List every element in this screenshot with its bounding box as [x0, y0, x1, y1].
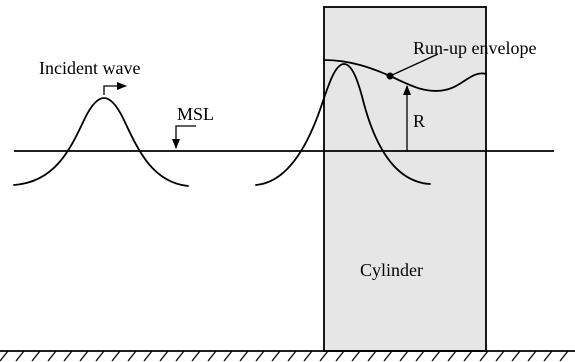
seabed-hatch-mark: [47, 350, 57, 362]
msl-label: MSL: [177, 104, 214, 124]
seabed-hatch-mark: [335, 350, 345, 362]
seabed-hatch-mark: [15, 350, 25, 362]
runup-envelope-curve: [323, 59, 487, 92]
seabed-hatch-mark: [415, 350, 425, 362]
seabed-hatch-mark: [543, 350, 553, 362]
seabed-hatch-mark: [207, 350, 217, 362]
runup-envelope-leader: [389, 53, 439, 77]
seabed-hatch-mark: [223, 350, 233, 362]
seabed-hatch-mark: [287, 350, 297, 362]
incident-wave-label: Incident wave: [39, 58, 140, 78]
seabed-hatch-mark: [143, 350, 153, 362]
seabed-hatch-mark: [191, 350, 201, 362]
seabed-hatch-mark: [351, 350, 361, 362]
seabed-hatch-mark: [447, 350, 457, 362]
seabed-hatch-mark: [431, 350, 441, 362]
cylinder-wave-crest: [255, 63, 431, 186]
seabed-hatch-mark: [79, 350, 89, 362]
seabed-hatch-mark: [511, 350, 521, 362]
seabed-hatch-mark: [463, 350, 473, 362]
seabed-hatch-mark: [527, 350, 537, 362]
seabed-hatch-mark: [559, 350, 569, 362]
seabed-hatch-mark: [95, 350, 105, 362]
seabed-hatch-mark: [303, 350, 313, 362]
seabed-hatch-mark: [127, 350, 137, 362]
msl-pointer: [172, 125, 196, 149]
seabed-hatch-mark: [495, 350, 505, 362]
incident-wave-crest: [13, 97, 189, 187]
runup-height-label: R: [413, 111, 425, 131]
seabed-hatch-mark: [111, 350, 121, 362]
seabed-hatch-mark: [319, 350, 329, 362]
seabed-hatch-mark: [479, 350, 489, 362]
seabed-hatch-mark: [31, 350, 41, 362]
seabed-hatch-mark: [255, 350, 265, 362]
runup-envelope-label: Run-up envelope: [413, 38, 536, 58]
seabed-hatch-mark: [383, 350, 393, 362]
cylinder-body: [323, 6, 487, 352]
seabed-hatch-mark: [159, 350, 169, 362]
seabed-hatch-mark: [63, 350, 73, 362]
cylinder-label: Cylinder: [360, 260, 423, 280]
seabed-hatch-mark: [175, 350, 185, 362]
seabed-hatching: [0, 350, 569, 362]
seabed-hatch-mark: [367, 350, 377, 362]
seabed-hatch-mark: [271, 350, 281, 362]
seabed-hatch-mark: [239, 350, 249, 362]
incident-wave-direction-arrow: [103, 82, 127, 95]
seabed-hatch-mark: [0, 350, 9, 362]
seabed-hatch-mark: [399, 350, 409, 362]
